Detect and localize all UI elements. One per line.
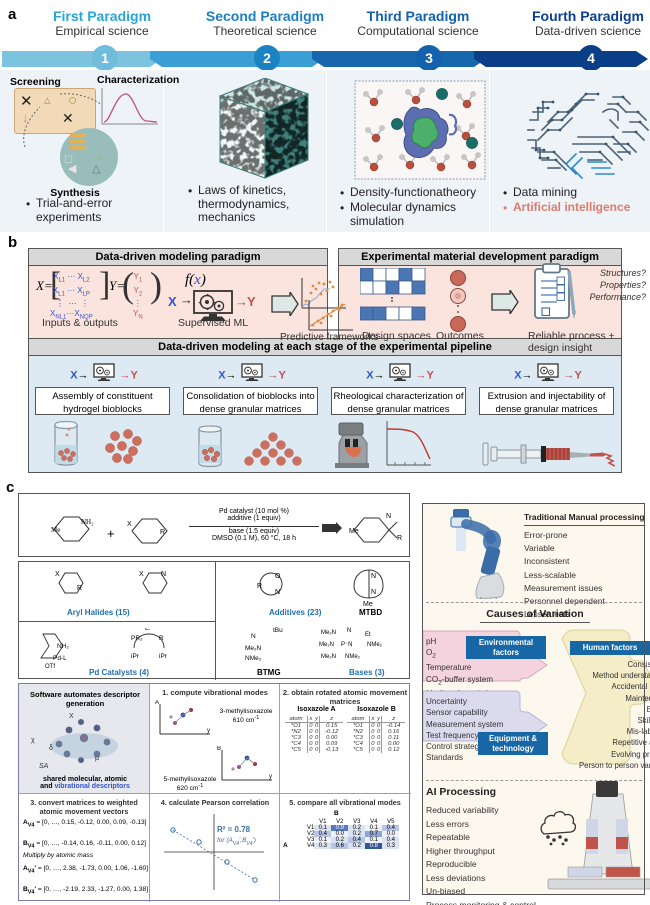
svg-text:N: N [347,628,351,634]
svg-text:Me₂N: Me₂N [245,645,262,652]
svg-text:R: R [397,535,402,542]
svg-text:R: R [257,583,262,590]
svg-text:R: R [160,529,165,536]
svg-text:iPr: iPr [159,653,168,660]
svg-text:SA: SA [39,763,49,768]
svg-text:N: N [275,589,280,596]
svg-text:Me: Me [363,601,373,606]
svg-text:R: R [159,635,164,642]
svg-text:δ: δ [49,745,53,752]
svg-text:Et: Et [365,632,371,638]
svg-text:y: y [269,774,272,780]
svg-text:Me₂N: Me₂N [319,642,334,648]
svg-text:B: B [217,746,221,752]
svg-text:O: O [275,573,281,580]
svg-text:X: X [127,521,132,528]
svg-text:R² = 0.78: R² = 0.78 [217,825,251,834]
svg-text:NH₂: NH₂ [57,643,69,650]
svg-text:N: N [251,633,256,640]
svg-text:NMe₂: NMe₂ [367,642,383,648]
svg-text:Me₂N: Me₂N [321,654,336,660]
svg-text:NMe₂: NMe₂ [245,655,262,662]
svg-text:OTf: OTf [45,664,55,668]
svg-text:tBu: tBu [273,627,283,634]
svg-text:X: X [55,571,60,578]
svg-text:for (AV4',BV4'): for (AV4',BV4') [217,837,256,847]
svg-text:NMe₂: NMe₂ [345,654,361,660]
svg-text:μ: μ [95,755,99,762]
svg-text:iPr: iPr [131,653,140,660]
svg-text:N: N [161,571,166,578]
svg-text:N: N [386,513,391,520]
svg-text:Me₂N: Me₂N [321,630,336,636]
svg-text:X: X [69,713,74,720]
svg-text:χ: χ [31,737,35,744]
svg-text:Me: Me [349,528,359,535]
svg-text:X: X [139,571,144,578]
svg-text:NH₂: NH₂ [81,518,94,526]
svg-text:Me: Me [51,526,60,534]
svg-text:P⁻N: P⁻N [341,642,353,648]
svg-text:y: y [207,728,210,734]
svg-text:R: R [77,585,82,592]
svg-text:N: N [371,573,376,580]
svg-text:A: A [155,700,159,706]
svg-text:N: N [371,589,376,596]
svg-text:Pd-L: Pd-L [53,655,67,662]
svg-text:PR₂: PR₂ [131,635,143,642]
svg-text:L:: L: [145,628,151,632]
